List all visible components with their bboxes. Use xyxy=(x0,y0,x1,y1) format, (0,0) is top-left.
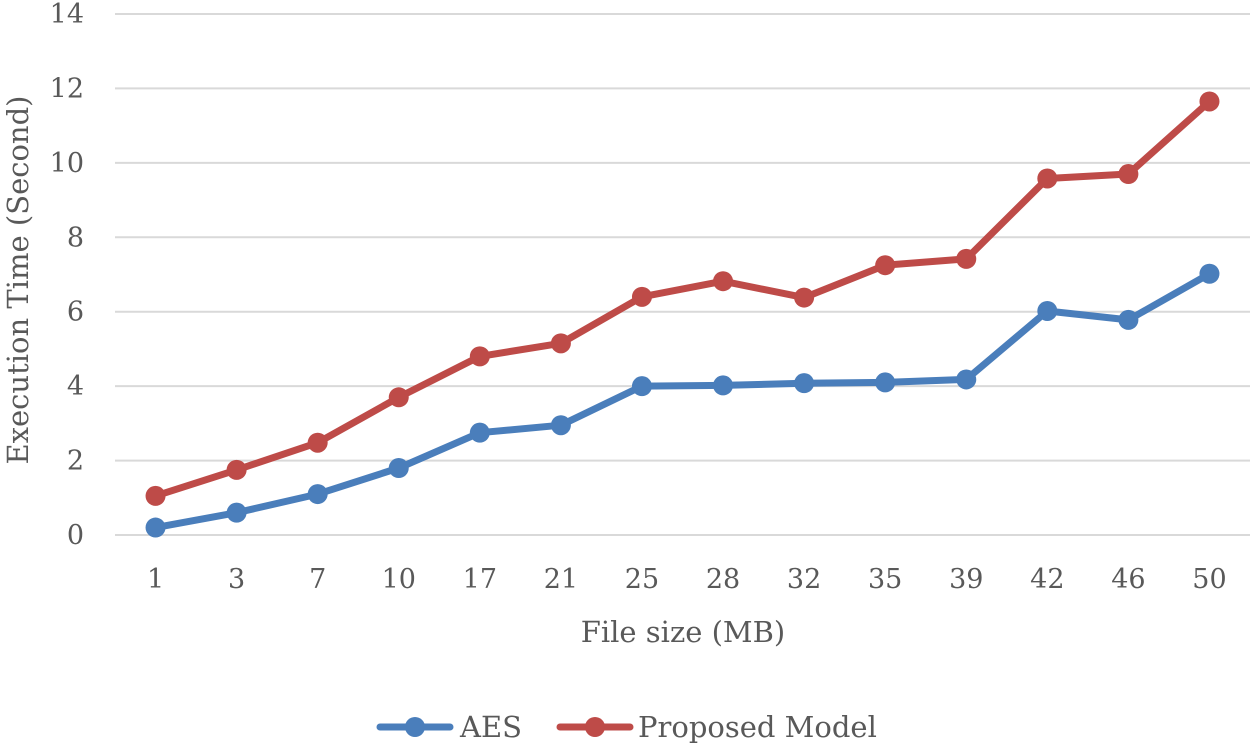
series-line xyxy=(152,98,1213,500)
data-point xyxy=(550,333,571,354)
data-point xyxy=(388,387,409,408)
legend-item-aes: AES xyxy=(376,710,522,744)
data-point xyxy=(550,415,571,436)
data-point xyxy=(469,346,490,367)
data-point xyxy=(1037,168,1058,189)
data-point xyxy=(307,432,328,453)
data-point xyxy=(226,502,247,523)
x-tick-label: 21 xyxy=(544,564,578,595)
y-tick-label: 10 xyxy=(50,148,84,179)
data-point xyxy=(145,517,166,538)
x-tick-label: 10 xyxy=(382,564,416,595)
y-tick-label: 8 xyxy=(67,222,84,253)
x-tick-label: 42 xyxy=(1030,564,1064,595)
data-point xyxy=(307,484,328,505)
x-tick-label: 3 xyxy=(228,564,245,595)
x-tick-label: 50 xyxy=(1192,564,1226,595)
y-tick-label: 6 xyxy=(67,297,84,328)
x-tick-label: 32 xyxy=(787,564,821,595)
x-tick-label: 17 xyxy=(463,564,497,595)
x-tick-label: 7 xyxy=(309,564,326,595)
data-point xyxy=(875,255,896,276)
x-tick-label: 25 xyxy=(625,564,659,595)
data-point xyxy=(713,271,734,292)
data-point xyxy=(956,248,977,269)
x-tick-label: 1 xyxy=(147,564,164,595)
data-point xyxy=(956,369,977,390)
y-tick-label: 14 xyxy=(50,0,84,30)
data-point xyxy=(469,422,490,443)
y-tick-label: 4 xyxy=(67,371,84,402)
series-proposed-model xyxy=(145,91,1220,506)
y-axis-ticks: 0 2 4 6 8 10 12 14 xyxy=(50,0,84,551)
data-point xyxy=(794,373,815,394)
x-tick-label: 28 xyxy=(706,564,740,595)
data-point xyxy=(1118,164,1139,185)
data-point xyxy=(794,287,815,308)
data-point xyxy=(875,372,896,393)
x-tick-label: 46 xyxy=(1111,564,1145,595)
x-axis-title: File size (MB) xyxy=(581,615,786,649)
legend-item-proposed-model: Proposed Model xyxy=(556,710,877,744)
series-line xyxy=(152,270,1213,532)
x-tick-label: 39 xyxy=(949,564,983,595)
data-point xyxy=(1118,309,1139,330)
data-point xyxy=(1037,300,1058,321)
data-point xyxy=(388,458,409,479)
legend: AES Proposed Model xyxy=(376,710,877,744)
series-group xyxy=(145,91,1220,538)
y-tick-label: 12 xyxy=(50,73,84,104)
legend-marker-icon xyxy=(405,717,425,737)
y-tick-label: 0 xyxy=(67,520,84,551)
legend-marker-icon xyxy=(585,717,605,737)
data-point xyxy=(1199,263,1220,284)
data-point xyxy=(145,485,166,506)
data-point xyxy=(1199,91,1220,112)
y-axis-title: Execution Time (Second) xyxy=(1,96,35,465)
x-axis-ticks: 1 3 7 10 17 21 25 28 32 35 39 42 46 50 xyxy=(147,564,1227,595)
legend-label: Proposed Model xyxy=(638,710,877,744)
data-point xyxy=(226,459,247,480)
series-aes xyxy=(145,263,1220,538)
data-point xyxy=(713,375,734,396)
x-tick-label: 35 xyxy=(868,564,902,595)
data-point xyxy=(631,286,652,307)
y-tick-label: 2 xyxy=(67,446,84,477)
legend-label: AES xyxy=(459,710,522,744)
data-point xyxy=(631,376,652,397)
